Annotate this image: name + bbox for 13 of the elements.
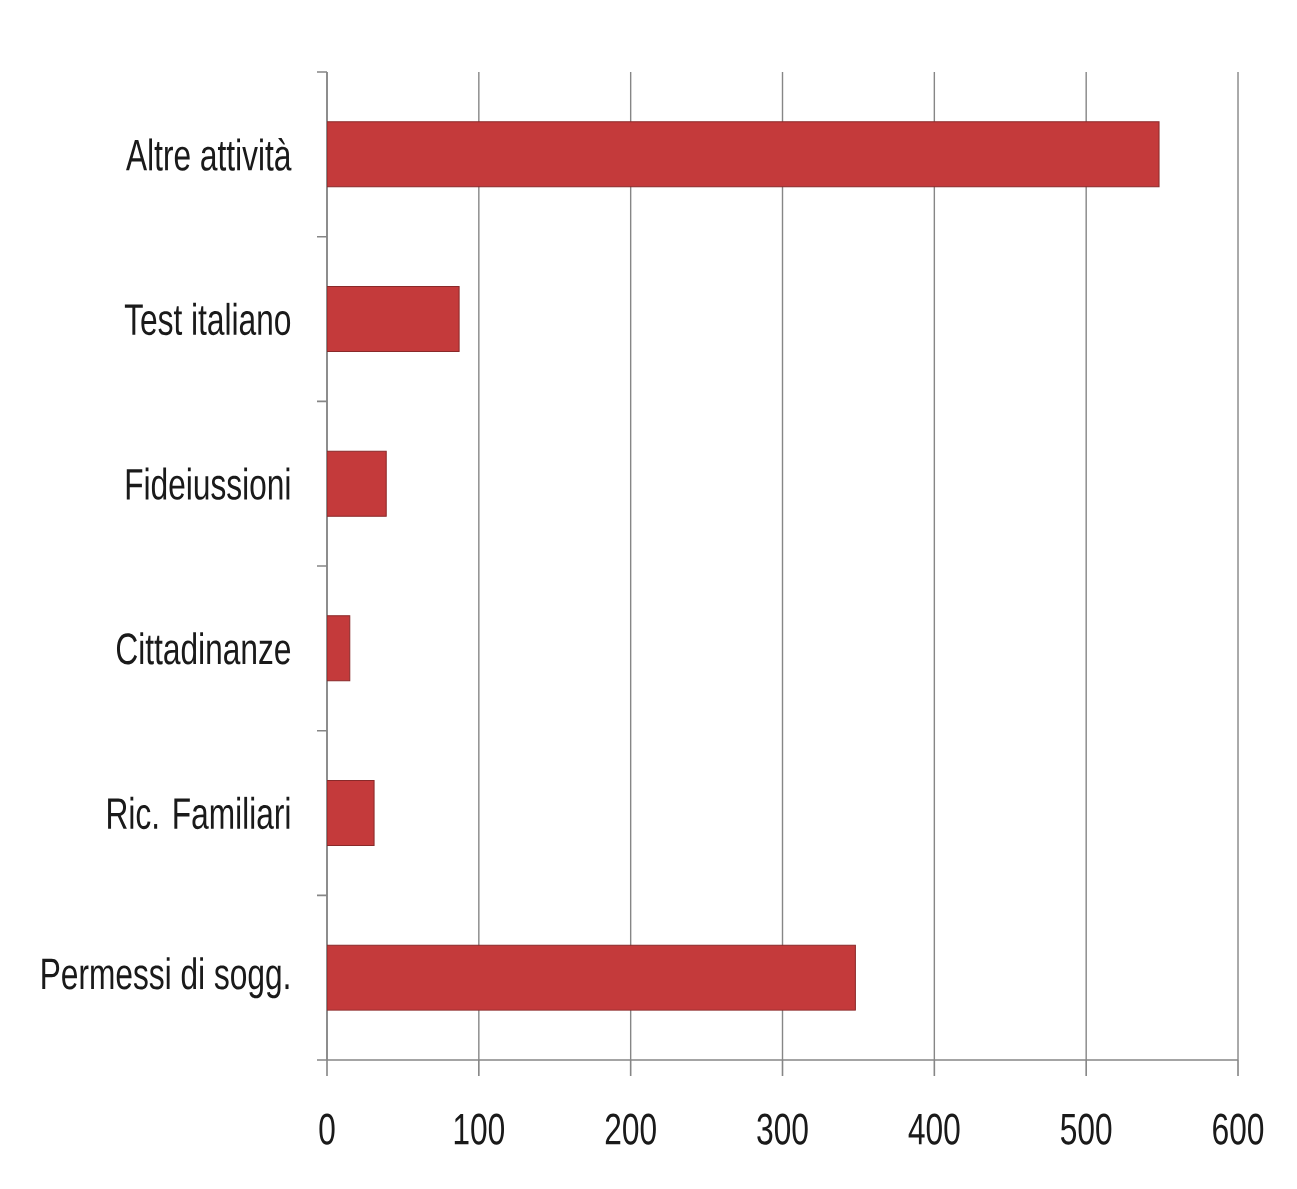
x-tick-label: 200 bbox=[605, 1113, 656, 1145]
x-tick-label: 400 bbox=[908, 1113, 960, 1145]
y-tick-label: Permessi di sogg. bbox=[42, 957, 289, 999]
y-tick-label: Cittadinanze bbox=[116, 632, 291, 665]
y-tick-label: Test italiano bbox=[124, 302, 291, 336]
y-tick-label: Ric. Familiari bbox=[108, 796, 290, 830]
y-tick-label: Fideiussioni bbox=[126, 467, 290, 500]
x-tick-label: 100 bbox=[454, 1113, 505, 1145]
x-tick-label: 0 bbox=[319, 1113, 335, 1145]
y-tick-label: Altre attività bbox=[126, 137, 292, 171]
x-tick-label: 600 bbox=[1213, 1113, 1264, 1145]
x-tick-label: 500 bbox=[1061, 1113, 1112, 1145]
x-tick-label: 300 bbox=[757, 1113, 808, 1145]
